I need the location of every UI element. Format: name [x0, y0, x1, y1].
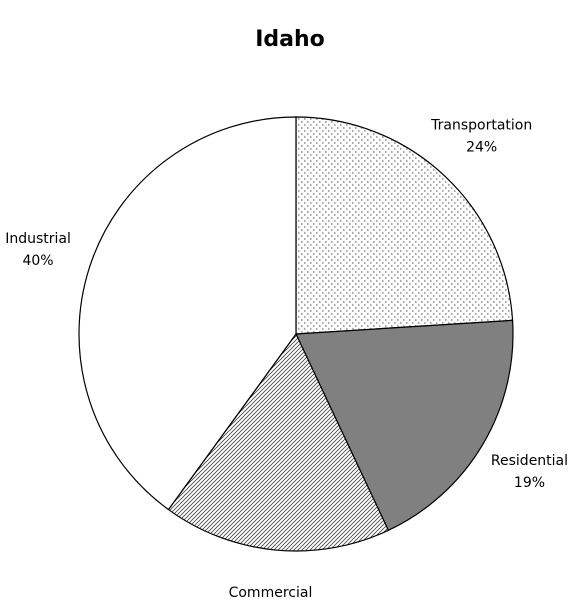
- chart-title: Idaho: [255, 27, 325, 52]
- value-label: 40%: [22, 253, 53, 269]
- pie-slice: [78, 116, 297, 511]
- slice-label: Transportation: [430, 117, 532, 133]
- slice-label: Residential: [491, 453, 568, 469]
- pie-slice: [295, 116, 514, 335]
- slice-label: Commercial: [229, 585, 313, 601]
- pie-slice: [167, 332, 390, 552]
- slice-label: Industrial: [5, 231, 71, 247]
- value-label: 19%: [514, 475, 545, 491]
- pie-slice: [295, 319, 514, 532]
- value-label: 24%: [466, 139, 497, 155]
